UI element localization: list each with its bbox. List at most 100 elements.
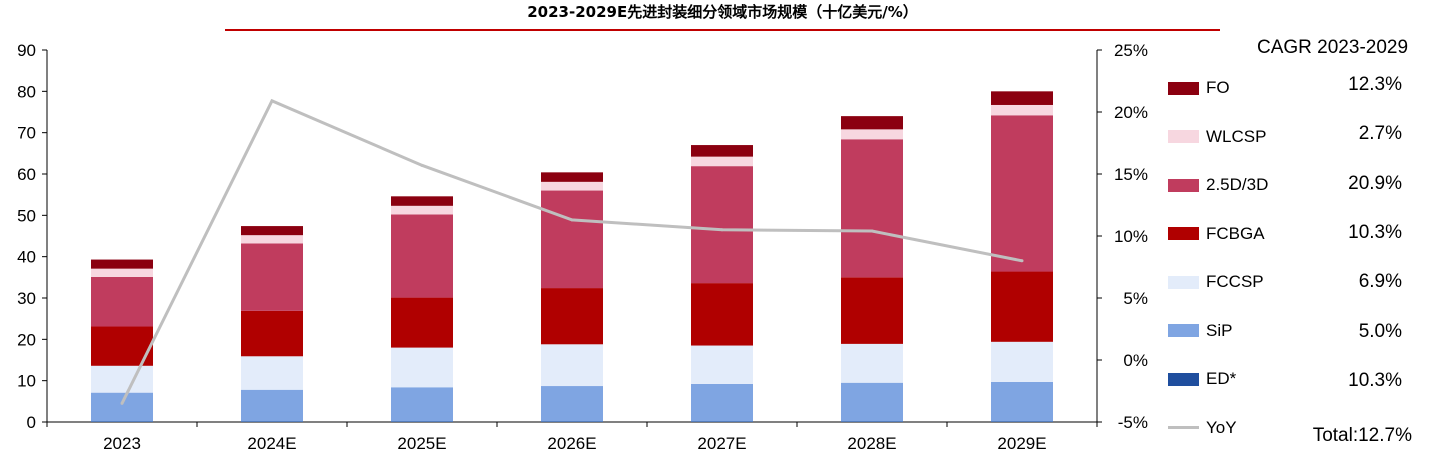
bar-segment	[241, 389, 303, 422]
y2-tick-label: 25%	[1114, 41, 1148, 60]
bar-segment	[841, 116, 903, 130]
y-tick-label: 90	[17, 41, 36, 60]
cagr-value: 5.0%	[1358, 320, 1402, 342]
legend-swatch	[1168, 227, 1199, 240]
y-tick-label: 50	[17, 206, 36, 225]
legend-swatch	[1168, 372, 1199, 386]
bar-segment	[391, 297, 453, 348]
legend-item: ED*	[1168, 368, 1236, 390]
y-tick-label: 70	[17, 124, 36, 143]
cagr-value: 10.3%	[1348, 369, 1402, 391]
bar-segment	[691, 145, 753, 157]
legend-item: YoY	[1168, 417, 1237, 439]
cagr-value: 6.9%	[1358, 271, 1402, 293]
yoy-point	[420, 163, 424, 167]
bar-segment	[691, 383, 753, 422]
bar-segment	[541, 344, 603, 387]
bar-segment	[991, 381, 1053, 422]
bar-segment	[241, 243, 303, 311]
bar-segment	[391, 196, 453, 206]
bar-segment	[541, 288, 603, 345]
cagr-value: 12.3%	[1348, 74, 1402, 95]
bar-segment	[91, 365, 153, 393]
legend-item: SiP	[1168, 320, 1232, 342]
legend-label: ED*	[1206, 369, 1237, 388]
y-tick-label: 0	[27, 413, 36, 432]
bar-segment	[541, 190, 603, 289]
bar-segment	[391, 347, 453, 388]
cagr-total: Total:12.7%	[1312, 425, 1412, 446]
legend-label: WLCSP	[1206, 126, 1267, 146]
yoy-point	[570, 218, 574, 222]
bar-segment	[841, 139, 903, 278]
y2-tick-label: -5%	[1118, 413, 1148, 432]
yoy-point	[720, 228, 724, 232]
bar-segment	[991, 115, 1053, 272]
bar-segment	[241, 235, 303, 244]
legend-swatch	[1168, 426, 1199, 429]
bar-segment	[991, 271, 1053, 342]
y-tick-label: 80	[17, 82, 36, 101]
chart-plot: 0 10 20 30 40 50 60 70 80 90 -5% 0% 5% 10% 15% 20% 25% 20…	[17, 41, 1148, 453]
legend-swatch	[1168, 324, 1199, 337]
y-tick-label: 60	[17, 165, 36, 184]
x-tick-label: 2024E	[247, 434, 296, 453]
y-tick-label: 40	[17, 248, 36, 267]
bar-segment	[841, 382, 903, 422]
bar-segment	[391, 214, 453, 298]
legend-item: FO	[1168, 77, 1230, 99]
yoy-point	[270, 99, 274, 103]
cagr-header: CAGR 2023-2029	[1257, 37, 1409, 58]
legend-label: FCBGA	[1206, 223, 1265, 243]
yoy-point	[120, 401, 124, 405]
legend-item: 2.5D/3D	[1168, 174, 1268, 196]
y-tick-label: 30	[17, 289, 36, 308]
yoy-point	[1020, 259, 1024, 263]
legend-swatch	[1168, 275, 1199, 289]
bar-segment	[91, 268, 153, 277]
y2-tick-label: 5%	[1123, 289, 1148, 308]
cagr-value: 2.7%	[1358, 123, 1402, 145]
y-tick-label: 20	[17, 330, 36, 349]
legend-item: WLCSP	[1168, 126, 1266, 148]
bar-segment	[841, 343, 903, 383]
cagr-value: 10.3%	[1348, 221, 1402, 243]
legend-swatch	[1168, 178, 1199, 192]
legend-label: FCCSP	[1206, 272, 1264, 291]
yoy-point	[870, 229, 874, 233]
legend-item: FCCSP	[1168, 271, 1264, 293]
bar-segment	[91, 392, 153, 422]
bar-segment	[91, 276, 153, 327]
bar-segment	[391, 387, 453, 422]
bar-segment	[841, 277, 903, 344]
title-underline	[225, 29, 1220, 31]
y2-tick-label: 20%	[1114, 103, 1148, 122]
cagr-value: 20.9%	[1348, 172, 1402, 194]
legend-swatch	[1168, 81, 1199, 95]
bar-segment	[691, 345, 753, 384]
legend-label: SiP	[1206, 320, 1233, 340]
legend-item: FCBGA	[1168, 223, 1265, 245]
y2-tick-label: 10%	[1114, 227, 1148, 246]
x-tick-label: 2023	[103, 434, 141, 453]
legend-label: 2.5D/3D	[1206, 175, 1269, 194]
bar-segment	[391, 205, 453, 215]
bar-segment	[841, 129, 903, 140]
x-tick-label: 2026E	[547, 434, 596, 453]
bar-segment	[241, 226, 303, 236]
chart-title: 2023-2029E先进封装细分领域市场规模（十亿美元/%）	[527, 3, 918, 21]
x-tick-label: 2025E	[397, 434, 446, 453]
legend-label: YoY	[1206, 417, 1237, 437]
bar-segment	[991, 341, 1053, 382]
bar-segment	[991, 104, 1053, 116]
x-tick-label: 2027E	[697, 434, 746, 453]
bar-segment	[241, 310, 303, 357]
bar-segment	[991, 91, 1053, 105]
y2-tick-label: 0%	[1123, 351, 1148, 370]
bar-segment	[241, 356, 303, 390]
bar-segment	[691, 166, 753, 284]
x-tick-label: 2028E	[847, 434, 896, 453]
bar-segment	[541, 172, 603, 182]
y2-tick-label: 15%	[1114, 165, 1148, 184]
bar-segment	[541, 386, 603, 422]
